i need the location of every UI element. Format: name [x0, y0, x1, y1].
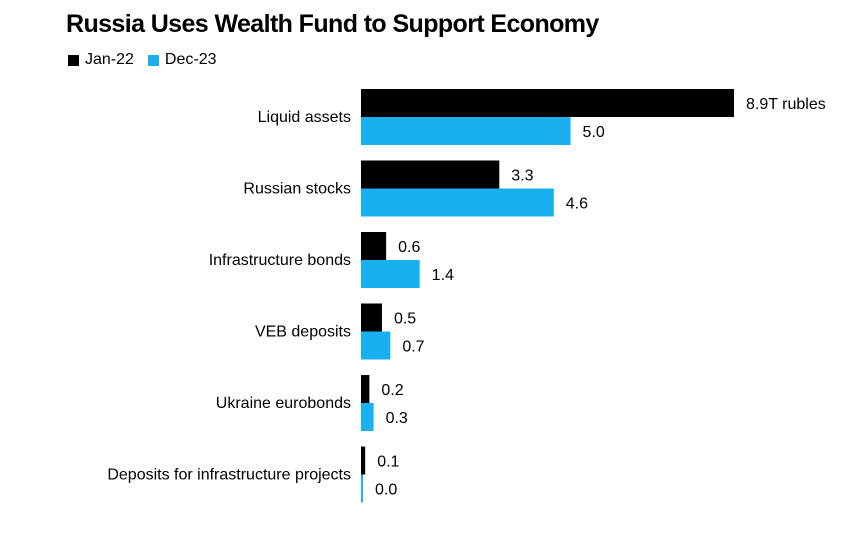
bar-jan22: [361, 89, 734, 117]
legend-swatch-dec23: [147, 54, 159, 66]
data-label-dec23: 0.7: [402, 339, 424, 356]
bar-dec23: [361, 260, 420, 288]
data-label-jan22: 8.9T rubles: [746, 96, 826, 113]
bar-jan22: [361, 375, 370, 403]
category-label: Infrastructure bonds: [209, 252, 351, 269]
data-label-jan22: 0.5: [394, 311, 416, 328]
bar-jan22: [361, 160, 500, 189]
data-label-dec23: 4.6: [566, 196, 588, 213]
data-label-dec23: 0.0: [375, 482, 397, 499]
data-label-dec23: 1.4: [432, 267, 454, 284]
bar-dec23: [361, 474, 363, 503]
category-label: Russian stocks: [243, 181, 351, 198]
data-label-jan22: 0.2: [381, 382, 403, 399]
chart-title: Russia Uses Wealth Fund to Support Econo…: [66, 10, 599, 38]
legend-item-jan22: Jan-22: [68, 51, 134, 69]
bar-jan22: [361, 446, 366, 475]
bar-jan22: [361, 303, 382, 332]
category-label: VEB deposits: [255, 324, 351, 341]
category-label: Ukraine eurobonds: [216, 395, 351, 412]
bar-dec23: [361, 188, 554, 217]
legend-swatch-jan22: [68, 54, 79, 66]
category-group: Liquid assets 8.9T rubles 5.0: [258, 89, 826, 145]
category-label: Liquid assets: [258, 109, 351, 126]
category-group: Russian stocks 3.3 4.6: [243, 160, 588, 217]
data-label-dec23: 5.0: [583, 124, 605, 141]
legend-label-jan22: Jan-22: [85, 51, 134, 68]
data-label-jan22: 0.6: [398, 239, 420, 256]
bar-dec23: [361, 117, 571, 145]
bar-dec23: [361, 403, 374, 431]
category-label: Deposits for infrastructure projects: [107, 467, 351, 484]
bar-dec23: [361, 331, 391, 360]
data-label-dec23: 0.3: [386, 410, 408, 427]
data-label-jan22: 0.1: [377, 454, 399, 471]
legend-label-dec23: Dec-23: [164, 51, 217, 68]
category-group: VEB deposits 0.5 0.7: [255, 303, 425, 360]
chart-legend: Jan-22 Dec-23: [68, 50, 231, 70]
data-label-jan22: 3.3: [511, 168, 533, 185]
legend-item-dec23: Dec-23: [147, 51, 217, 69]
bar-jan22: [361, 232, 387, 260]
category-group: Deposits for infrastructure projects 0.1 0…: [107, 446, 400, 503]
category-group: Infrastructure bonds 0.6 1.4: [209, 232, 454, 288]
category-group: Ukraine eurobonds 0.2 0.3: [216, 375, 408, 431]
